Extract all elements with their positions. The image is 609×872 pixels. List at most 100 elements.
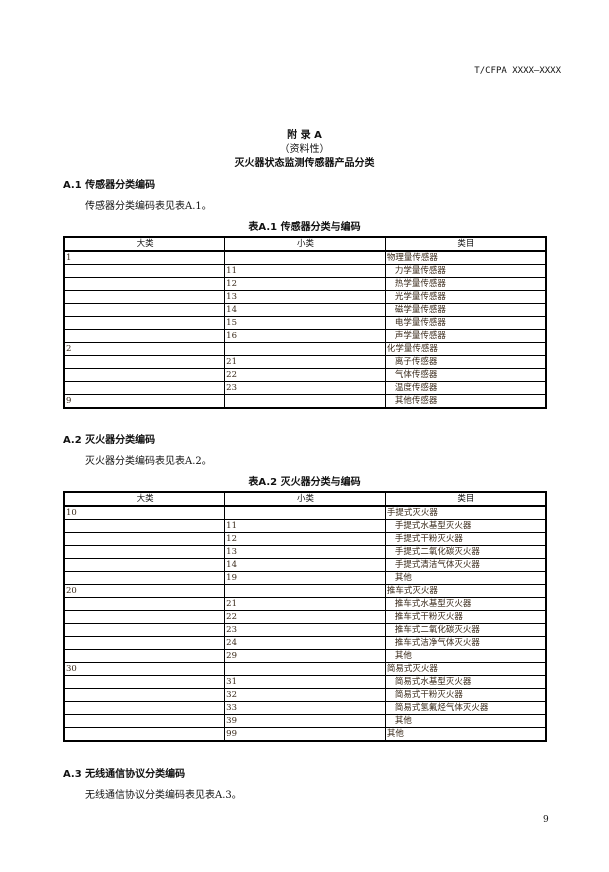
major-class-cell: 2 [63, 342, 226, 356]
major-class-cell [63, 571, 226, 585]
major-class-cell [63, 623, 226, 637]
major-class-cell [63, 290, 226, 304]
minor-class-cell: 19 [224, 571, 386, 585]
minor-class-cell [224, 662, 386, 676]
table-row: 20 推车式灭火器 [63, 584, 547, 598]
category-cell: 手提式灭火器 [384, 505, 547, 520]
table-row: 30 简易式灭火器 [63, 662, 547, 676]
category-cell: 手提式干粉灭火器 [384, 532, 547, 546]
table-row: 10 手提式灭火器 [63, 505, 547, 520]
table-row: 19 其他 [63, 571, 547, 585]
category-cell: 推车式二氧化碳灭火器 [384, 623, 547, 637]
minor-class-cell: 23 [224, 623, 386, 637]
column-header: 类目 [384, 236, 547, 252]
minor-class-cell: 23 [224, 381, 386, 395]
table-header-row: 大类 小类 类目 [63, 491, 547, 507]
table-row: 12 热学量传感器 [63, 277, 547, 291]
table-row: 22 气体传感器 [63, 368, 547, 382]
minor-class-cell: 21 [224, 355, 386, 369]
appendix-label: 附 录 A [287, 130, 322, 141]
table-caption: 表A.2 灭火器分类与编码 [248, 477, 361, 488]
major-class-cell [63, 532, 226, 546]
minor-class-cell: 12 [224, 277, 386, 291]
table-row: 23 推车式二氧化碳灭火器 [63, 623, 547, 637]
column-header: 小类 [224, 491, 386, 507]
table-row: 24 推车式洁净气体灭火器 [63, 636, 547, 650]
minor-class-cell: 32 [224, 688, 386, 702]
minor-class-cell [224, 584, 386, 598]
category-cell: 手提式二氧化碳灭火器 [384, 545, 547, 559]
minor-class-cell: 11 [224, 519, 386, 533]
minor-class-cell: 22 [224, 610, 386, 624]
minor-class-cell: 13 [224, 545, 386, 559]
document-number: T/CFPA XXXX—XXXX [474, 66, 561, 76]
minor-class-cell [224, 505, 386, 520]
table-row: 14 手提式清洁气体灭火器 [63, 558, 547, 572]
minor-class-cell: 16 [224, 329, 386, 343]
appendix-nature: （资料性） [279, 144, 330, 155]
major-class-cell [63, 303, 226, 317]
category-cell: 磁学量传感器 [384, 303, 547, 317]
category-cell: 推车式干粉灭火器 [384, 610, 547, 624]
column-header: 大类 [63, 491, 226, 507]
major-class-cell [63, 277, 226, 291]
minor-class-cell: 21 [224, 597, 386, 611]
major-class-cell [63, 368, 226, 382]
category-cell: 简易式干粉灭火器 [384, 688, 547, 702]
category-cell: 简易式氢氟烃气体灭火器 [384, 701, 547, 715]
table-row: 23 温度传感器 [63, 381, 547, 395]
table-row: 2 化学量传感器 [63, 342, 547, 356]
table-row: 33 简易式氢氟烃气体灭火器 [63, 701, 547, 715]
table-caption: 表A.1 传感器分类与编码 [248, 222, 361, 233]
major-class-cell [63, 519, 226, 533]
appendix-title: 灭火器状态监测传感器产品分类 [234, 158, 375, 169]
category-cell: 力学量传感器 [384, 264, 547, 278]
table-row: 14 磁学量传感器 [63, 303, 547, 317]
table-row: 21 推车式水基型灭火器 [63, 597, 547, 611]
category-cell: 气体传感器 [384, 368, 547, 382]
table-row: 31 简易式水基型灭火器 [63, 675, 547, 689]
major-class-cell [63, 714, 226, 728]
major-class-cell [63, 636, 226, 650]
major-class-cell [63, 597, 226, 611]
extinguisher-classification-table: 大类 小类 类目 10 手提式灭火器 11 手提式水基型灭火器 12 手提式干粉灭火器 13 手提式… [63, 491, 547, 742]
section-text: 传感器分类编码表见表A.1。 [85, 201, 212, 212]
column-header: 类目 [384, 491, 547, 507]
category-cell: 其他 [384, 571, 547, 585]
major-class-cell [63, 727, 226, 742]
table-row: 29 其他 [63, 649, 547, 663]
minor-class-cell: 33 [224, 701, 386, 715]
major-class-cell: 9 [63, 394, 226, 409]
table-row: 1 物理量传感器 [63, 250, 547, 265]
section-text: 灭火器分类编码表见表A.2。 [85, 456, 212, 467]
minor-class-cell: 31 [224, 675, 386, 689]
category-cell: 化学量传感器 [384, 342, 547, 356]
table-row: 21 离子传感器 [63, 355, 547, 369]
category-cell: 其他传感器 [384, 394, 547, 409]
category-cell: 光学量传感器 [384, 290, 547, 304]
minor-class-cell: 99 [224, 727, 386, 742]
table-row: 13 手提式二氧化碳灭火器 [63, 545, 547, 559]
section-heading: A.2 灭火器分类编码 [63, 435, 156, 446]
major-class-cell [63, 649, 226, 663]
minor-class-cell: 12 [224, 532, 386, 546]
minor-class-cell: 14 [224, 558, 386, 572]
table-row: 9 其他传感器 [63, 394, 547, 409]
table-row: 99 其他 [63, 727, 547, 742]
category-cell: 物理量传感器 [384, 250, 547, 265]
table-row: 12 手提式干粉灭火器 [63, 532, 547, 546]
major-class-cell [63, 329, 226, 343]
category-cell: 其他 [384, 727, 547, 742]
category-cell: 其他 [384, 649, 547, 663]
category-cell: 推车式灭火器 [384, 584, 547, 598]
column-header: 小类 [224, 236, 386, 252]
table-row: 15 电学量传感器 [63, 316, 547, 330]
major-class-cell [63, 545, 226, 559]
major-class-cell [63, 316, 226, 330]
major-class-cell: 30 [63, 662, 226, 676]
minor-class-cell: 29 [224, 649, 386, 663]
major-class-cell [63, 264, 226, 278]
minor-class-cell [224, 250, 386, 265]
minor-class-cell: 22 [224, 368, 386, 382]
